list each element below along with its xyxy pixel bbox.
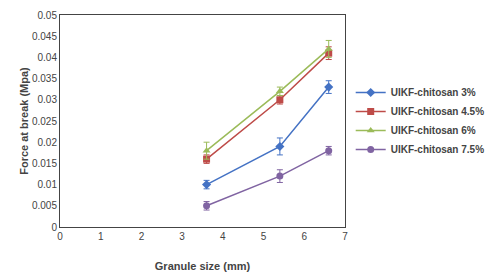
svg-text:1: 1 [98,231,104,242]
svg-text:0.025: 0.025 [32,116,57,127]
svg-text:0.015: 0.015 [32,158,57,169]
svg-text:0.05: 0.05 [38,10,58,21]
svg-text:5: 5 [261,231,267,242]
svg-text:0.045: 0.045 [32,31,57,42]
svg-text:0.03: 0.03 [38,94,58,105]
svg-text:4: 4 [220,231,226,242]
svg-text:0: 0 [57,231,63,242]
svg-text:2: 2 [139,231,145,242]
svg-text:UIKF-chitosan 7.5%: UIKF-chitosan 7.5% [391,144,484,155]
svg-text:0: 0 [51,222,57,233]
svg-text:UIKF-chitosan 3%: UIKF-chitosan 3% [391,87,476,98]
svg-text:0.02: 0.02 [38,137,58,148]
svg-text:UIKF-chitosan 6%: UIKF-chitosan 6% [391,125,476,136]
svg-text:7: 7 [342,231,348,242]
svg-text:Granule size (mm): Granule size (mm) [155,260,251,272]
svg-text:0.035: 0.035 [32,73,57,84]
svg-text:UIKF-chitosan 4.5%: UIKF-chitosan 4.5% [391,106,484,117]
svg-text:0.04: 0.04 [38,52,58,63]
svg-text:0.01: 0.01 [38,179,58,190]
svg-text:Force at break (Mpa): Force at break (Mpa) [18,67,30,175]
svg-text:3: 3 [179,231,185,242]
svg-text:0.005: 0.005 [32,200,57,211]
svg-text:6: 6 [302,231,308,242]
